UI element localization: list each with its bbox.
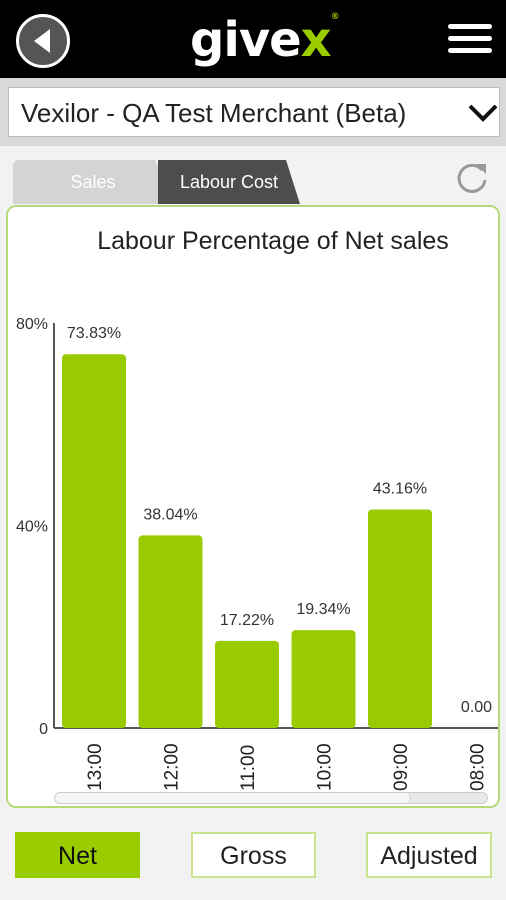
bar-value-label: 38.04%	[143, 506, 197, 523]
gross-button[interactable]: Gross	[191, 832, 316, 878]
bar[interactable]	[368, 509, 432, 728]
chart-scrollbar[interactable]	[54, 792, 488, 804]
bar-value-label: 17.22%	[220, 612, 274, 629]
bar[interactable]	[138, 535, 203, 728]
bar-value-label: 43.16%	[373, 481, 427, 498]
givex-logo: givex®	[190, 12, 340, 68]
y-tick-label: 0	[39, 721, 48, 738]
x-tick-label: 09:00	[391, 743, 412, 791]
x-tick-label: 13:00	[85, 743, 106, 791]
chevron-down-icon	[468, 104, 498, 122]
bar-value-label: 73.83%	[67, 325, 121, 342]
refresh-icon[interactable]	[454, 160, 490, 196]
merchant-bar: Vexilor - QA Test Merchant (Beta)	[0, 78, 506, 146]
merchant-dropdown[interactable]: Vexilor - QA Test Merchant (Beta)	[8, 87, 500, 137]
back-button[interactable]	[16, 14, 70, 68]
adjusted-button[interactable]: Adjusted	[366, 832, 492, 878]
x-tick-label: 10:00	[315, 743, 336, 791]
merchant-selected-label: Vexilor - QA Test Merchant (Beta)	[21, 98, 407, 128]
tab-sales[interactable]: Sales	[13, 160, 173, 204]
back-arrow-icon	[34, 29, 50, 53]
bar[interactable]	[291, 630, 356, 728]
report-tabs: Sales Labour Cost	[13, 160, 313, 204]
hamburger-menu-icon[interactable]	[448, 24, 492, 56]
y-tick-label: 40%	[16, 519, 48, 536]
bar[interactable]	[62, 354, 126, 728]
bar-value-label: 19.34%	[296, 601, 350, 618]
net-button[interactable]: Net	[15, 832, 140, 878]
x-tick-label: 11:00	[238, 745, 259, 791]
top-bar: givex®	[0, 0, 506, 78]
bar-value-label: 0.00	[461, 699, 492, 716]
bar[interactable]	[215, 640, 279, 728]
x-tick-label: 12:00	[162, 743, 183, 791]
bar-chart: 0 40% 80% 73.83% 13:00 38.04% 12:00 17.22% 11:00…	[16, 316, 498, 791]
chart-panel: Labour Percentage of Net sales 0 40% 80% 73…	[6, 205, 500, 808]
tab-labour-cost[interactable]: Labour Cost	[158, 160, 300, 204]
x-tick-label: 08:00	[468, 743, 489, 791]
scrollbar-thumb[interactable]	[55, 793, 411, 803]
y-tick-label: 80%	[16, 316, 48, 333]
chart-title: Labour Percentage of Net sales	[97, 227, 449, 255]
